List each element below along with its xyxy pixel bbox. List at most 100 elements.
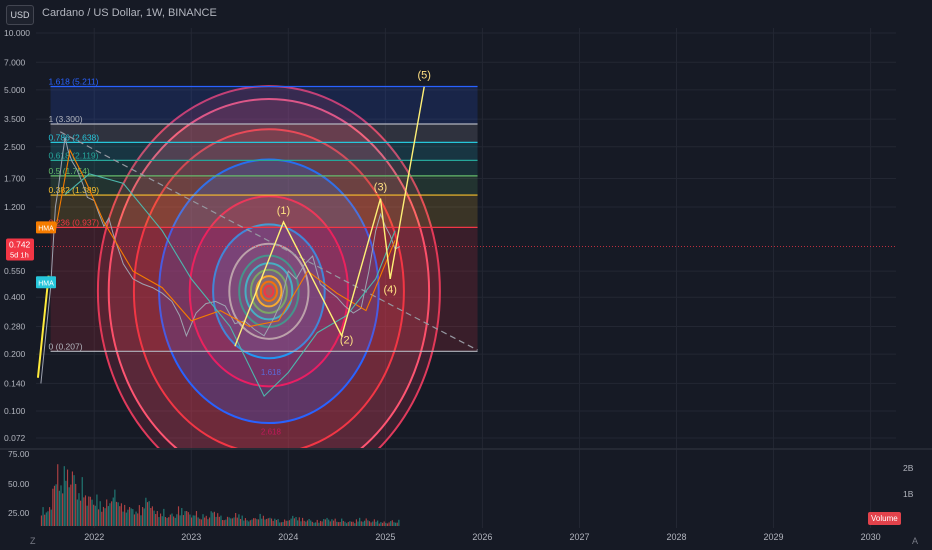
fib-band	[50, 124, 478, 143]
volume-bar	[200, 519, 202, 526]
current-price-label: 0.742	[9, 240, 31, 250]
fib-circle	[244, 262, 294, 321]
fib-level-label: 0.786 (2.638)	[49, 132, 100, 142]
volume-bar	[222, 520, 224, 526]
volume-bar	[362, 521, 364, 526]
volume-bar	[73, 475, 75, 526]
volume-bar	[381, 522, 384, 526]
currency-button[interactable]: USD	[6, 5, 34, 25]
volume-bar	[179, 515, 181, 526]
volume-bar	[114, 489, 116, 526]
volume-bar	[243, 520, 245, 526]
price-tick-label: 0.400	[4, 292, 26, 302]
volume-bar	[86, 505, 88, 526]
fib-circle	[259, 280, 279, 303]
volume-bar	[347, 521, 349, 526]
time-tick-label: 2029	[764, 532, 784, 542]
indicator-label: HMA	[38, 280, 54, 287]
volume-bar	[380, 522, 382, 526]
volume-right-label: 1B	[903, 489, 914, 499]
volume-bar	[238, 514, 240, 526]
volume-bar	[266, 518, 268, 526]
volume-bar	[192, 515, 194, 526]
volume-bar	[264, 519, 266, 526]
volume-bar	[218, 516, 220, 526]
volume-bar	[195, 511, 198, 526]
volume-bar	[76, 499, 78, 526]
axes: 10.000 7.000 5.000 3.500 2.500 1.700 1.200 0.55…	[4, 28, 881, 542]
volume-bar	[279, 522, 281, 526]
volume-right-label: 2B	[903, 463, 914, 473]
volume-bar	[385, 522, 387, 526]
volume-bar	[324, 519, 326, 526]
volume-bar	[373, 519, 375, 526]
fib-level-label: 0.236 (0.937)	[49, 217, 100, 227]
volume-bar	[391, 520, 393, 526]
fib-level-label: 0.5 (1.754)	[49, 166, 90, 176]
volume-bar	[156, 511, 158, 526]
volume-bar	[290, 518, 292, 526]
price-tick-label: 0.550	[4, 266, 26, 276]
trendline	[59, 131, 478, 351]
time-tick-label: 2022	[84, 532, 104, 542]
volume-bar	[42, 507, 44, 526]
volume-bar	[357, 521, 359, 526]
volume-bar	[117, 502, 119, 526]
volume-bar	[375, 521, 377, 526]
volume-bar	[140, 515, 142, 526]
volume-bar	[267, 518, 269, 526]
volume-bar	[55, 484, 57, 526]
volume-bar	[256, 519, 258, 526]
hma-line-orange	[54, 148, 396, 328]
volume-bar	[212, 512, 214, 526]
volume-bar	[120, 503, 122, 526]
volume-pane: 75.00 50.00 25.00 2B 1B	[8, 449, 914, 526]
volume-bar	[355, 519, 357, 526]
volume-bar	[53, 485, 56, 526]
volume-bar	[115, 501, 118, 526]
volume-bar	[182, 515, 184, 526]
volume-bar	[215, 516, 217, 526]
fib-level-label: 0 (0.207)	[49, 341, 83, 351]
volume-bar	[341, 518, 343, 526]
wave-label: (2)	[340, 334, 353, 346]
volume-bar	[223, 520, 225, 526]
volume-bar	[370, 522, 372, 526]
time-tick-label: 2026	[472, 532, 492, 542]
current-price-countdown: 5d 1h	[10, 251, 29, 260]
price-tick-label: 3.500	[4, 114, 26, 124]
volume-bar	[297, 520, 299, 526]
volume-bar	[298, 517, 300, 526]
volume-bar	[199, 518, 201, 526]
volume-bar	[364, 520, 366, 526]
volume-bar	[233, 517, 235, 526]
volume-bar	[249, 520, 251, 526]
volume-bar	[84, 495, 87, 526]
volume-bar	[40, 515, 42, 526]
volume-bar	[93, 504, 95, 526]
time-tick-label: 2030	[861, 532, 881, 542]
volume-bar	[333, 520, 335, 526]
volume-bar	[315, 522, 317, 526]
volume-bar	[148, 501, 150, 526]
chart-title: Cardano / US Dollar, 1W, BINANCE	[42, 7, 217, 19]
volume-bar	[318, 522, 320, 526]
volume-bar	[89, 496, 91, 526]
volume-bar	[58, 490, 60, 526]
volume-bar	[94, 505, 96, 526]
volume-bar	[91, 499, 93, 526]
time-tick-label: 2025	[375, 532, 395, 542]
volume-bar	[339, 521, 341, 526]
volume-bar	[253, 518, 255, 526]
bottom-left-label: Z	[30, 536, 36, 546]
volume-bar	[293, 518, 295, 526]
volume-bar	[122, 511, 124, 526]
volume-bar	[97, 509, 100, 526]
volume-bar	[101, 511, 103, 526]
volume-bar	[225, 519, 227, 526]
volume-bar	[261, 518, 263, 526]
fib-band	[50, 160, 478, 176]
volume-bar	[306, 520, 309, 526]
